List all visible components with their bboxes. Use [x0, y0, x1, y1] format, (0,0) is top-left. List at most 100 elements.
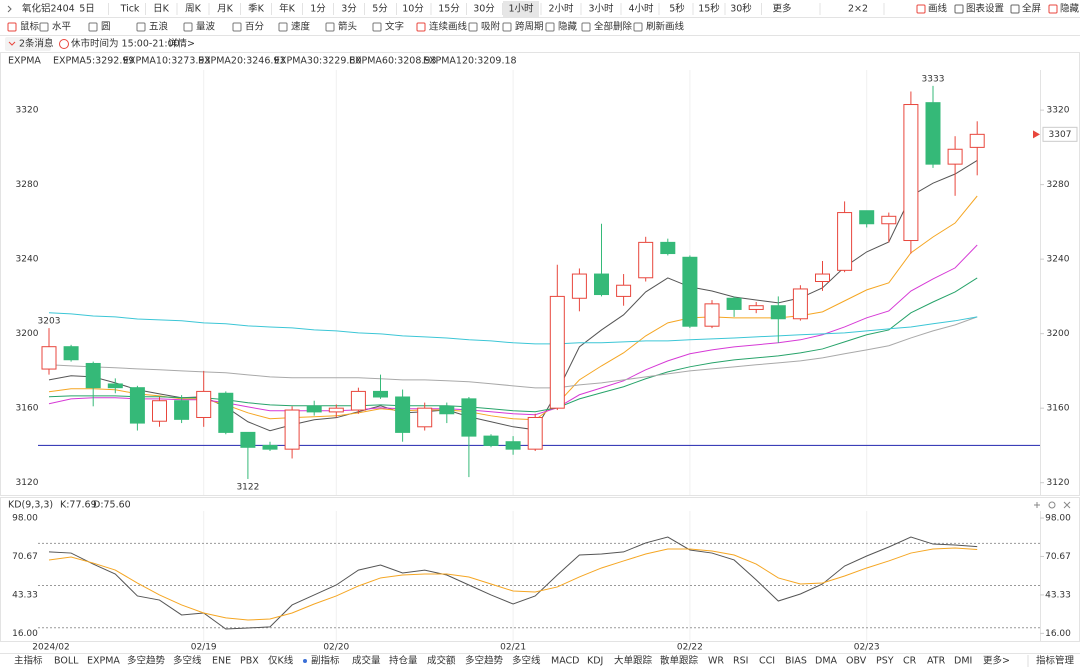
- notice-link[interactable]: 详情>: [168, 38, 195, 50]
- toolbar-action[interactable]: 隐藏: [1060, 3, 1080, 15]
- legend-entry: EXPMA20:3246.93: [198, 56, 286, 67]
- period-tab[interactable]: 周K: [185, 4, 202, 15]
- candle-body: [616, 284, 632, 297]
- indicator-tab[interactable]: PBX: [240, 656, 259, 667]
- y-tick-label: 3320: [16, 106, 39, 116]
- sub-indicator-tab[interactable]: CR: [903, 656, 917, 667]
- y-tick-label-right: 3120: [1047, 478, 1070, 488]
- period-tab[interactable]: 2×2: [848, 4, 868, 15]
- last-price-box: [1042, 126, 1078, 142]
- sub-indicator-tab[interactable]: RSI: [733, 656, 748, 667]
- dynamic-layer: 氧化铝2404 5日 Tick 日K 周K 月K 季K 年K 1分 3分 5分 10分 15分 30分 1小…: [5, 1, 1080, 667]
- draw-tool[interactable]: 刷新画线: [646, 21, 685, 33]
- tool-icon: [372, 22, 382, 32]
- sub-indicator-tab[interactable]: DMI: [954, 656, 972, 667]
- draw-tool[interactable]: 百分: [245, 22, 265, 33]
- notice-badge-bg: [5, 37, 51, 51]
- symbol[interactable]: 氧化铝2404: [22, 3, 75, 15]
- period-tab[interactable]: 1小时: [508, 3, 534, 15]
- draw-tool[interactable]: 鼠标: [20, 21, 40, 33]
- toolbar-action[interactable]: 全屏: [1022, 3, 1041, 15]
- draw-tool[interactable]: 跨周期: [515, 22, 544, 33]
- period-tab[interactable]: 月K: [217, 4, 234, 15]
- kd-close-icon: [1063, 501, 1071, 509]
- sub-indicator-tab[interactable]: DMA: [815, 656, 838, 667]
- period-tab[interactable]: 季K: [248, 3, 265, 15]
- period-tab[interactable]: 4小时: [628, 3, 654, 15]
- sub-indicator-tab[interactable]: PSY: [876, 656, 894, 667]
- period-tab[interactable]: Tick: [120, 4, 140, 15]
- notice-badge[interactable]: 2条消息: [19, 38, 54, 50]
- indicator-tab[interactable]: 仅K线: [268, 655, 294, 667]
- draw-tool[interactable]: 箭头: [338, 21, 357, 33]
- toolbar-action[interactable]: 画线: [928, 3, 948, 15]
- sub-indicator-tab[interactable]: 多空线: [512, 655, 541, 667]
- sub-indicator-tab[interactable]: 成交额: [427, 655, 456, 667]
- period-tab[interactable]: 15秒: [698, 3, 720, 15]
- period-tab[interactable]: 15分: [438, 4, 460, 15]
- sub-indicator-tab[interactable]: BIAS: [785, 656, 807, 667]
- y-tick-label: 3160: [16, 404, 39, 414]
- tool-icon: [183, 22, 193, 32]
- period-tab[interactable]: 30分: [473, 4, 495, 15]
- sub-indicator-tab[interactable]: 持仓量: [389, 655, 418, 667]
- sub-indicator-tab[interactable]: 多空趋势: [465, 655, 504, 667]
- period-tab[interactable]: 日K: [153, 4, 170, 15]
- candle-body: [262, 444, 278, 450]
- period-tab[interactable]: 2小时: [548, 3, 574, 15]
- indicator-tab[interactable]: EXPMA: [87, 656, 120, 667]
- tool-icon: [7, 22, 17, 32]
- period-tab[interactable]: 3小时: [588, 3, 614, 15]
- kd-title: KD(9,3,3): [8, 500, 53, 511]
- legend-entry: EXPMA120:3209.18: [423, 56, 517, 67]
- indicator-tab[interactable]: 多空线: [173, 655, 202, 667]
- sub-indicator-tab[interactable]: 散单跟踪: [660, 655, 699, 667]
- notice-chevron: [8, 41, 16, 46]
- legend-entry: EXPMA30:3229.80: [274, 56, 362, 67]
- sub-dot: [303, 659, 307, 663]
- draw-tool[interactable]: 全部删除: [594, 21, 633, 33]
- sub-indicator-tab[interactable]: OBV: [846, 656, 867, 667]
- period-tab[interactable]: 10分: [402, 4, 424, 15]
- period-tab[interactable]: 30秒: [730, 3, 752, 15]
- period-tab[interactable]: 5秒: [669, 3, 685, 15]
- period-tab[interactable]: 年K: [279, 3, 296, 15]
- sub-indicator-tab[interactable]: 成交量: [352, 655, 381, 667]
- sub-indicator-tab[interactable]: KDJ: [587, 656, 603, 667]
- draw-tool[interactable]: 文字: [385, 21, 404, 33]
- period-tab[interactable]: 更多: [772, 3, 791, 15]
- tool-icon: [39, 22, 49, 32]
- sub-indicator-tab[interactable]: CCI: [759, 656, 775, 667]
- toolbar-action[interactable]: 图表设置: [966, 3, 1004, 15]
- tool-icon: [232, 22, 242, 32]
- candle-body: [483, 435, 499, 446]
- draw-tool[interactable]: 水平: [52, 21, 72, 33]
- y-tick-label: 3280: [16, 180, 39, 190]
- tabs-manage[interactable]: 指标管理: [1036, 655, 1075, 667]
- draw-tool[interactable]: 吸附: [481, 21, 501, 33]
- candle-body: [859, 210, 875, 225]
- candle-body: [925, 102, 941, 165]
- draw-tool[interactable]: 速度: [291, 21, 311, 33]
- sub-indicator-tab[interactable]: ATR: [927, 656, 946, 667]
- candle-body: [373, 390, 388, 398]
- period-tab[interactable]: 3分: [341, 4, 357, 15]
- tabs-sub-label: 副指标: [311, 655, 340, 667]
- sub-indicator-tab[interactable]: WR: [708, 656, 724, 667]
- indicator-tab[interactable]: ENE: [212, 656, 231, 667]
- draw-tool[interactable]: 连续画线: [429, 21, 468, 33]
- draw-tool[interactable]: 量波: [196, 21, 216, 33]
- draw-tool[interactable]: 五浪: [149, 21, 169, 33]
- draw-tool[interactable]: 隐藏: [558, 21, 578, 33]
- indicator-tab[interactable]: BOLL: [54, 656, 79, 667]
- draw-tool[interactable]: 圆: [101, 22, 111, 33]
- indicator-tab[interactable]: 多空趋势: [127, 655, 166, 667]
- period-tab[interactable]: 5日: [79, 4, 95, 15]
- tool-icon: [502, 22, 512, 32]
- sub-indicator-tab[interactable]: MACD: [551, 656, 579, 667]
- period-tab[interactable]: 1分: [310, 4, 326, 15]
- sub-indicator-tab[interactable]: 大单跟踪: [614, 655, 653, 667]
- tabs-more[interactable]: 更多>: [983, 655, 1010, 667]
- period-tab[interactable]: 5分: [372, 4, 388, 15]
- y-tick-label-right: 3160: [1047, 404, 1070, 414]
